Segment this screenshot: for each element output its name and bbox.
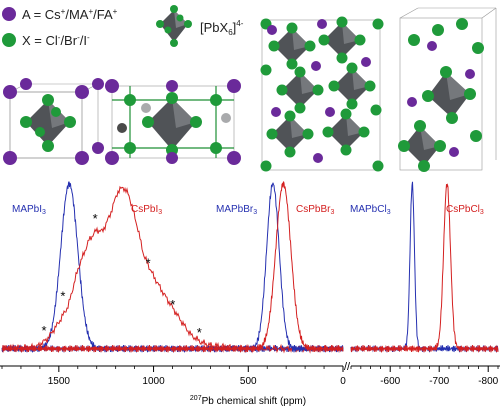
sideband-star-4: * [146,256,151,271]
x-axis-ticks: 1500 1000 500 0 -600 -700 -800 [1,366,499,387]
label-cspbi3: CsPbI3 [131,204,162,216]
a-site-atom-icon [2,7,16,21]
tick-label: -600 [380,376,400,387]
sideband-star-3: * [93,211,98,226]
crystal-structures [3,7,497,172]
sideband-star-6: * [197,325,202,340]
legend: A = Cs+/MA+/FA+ X = Cl-/Br-/I- [PbX6]4- [2,5,244,48]
legend-a-text: A = Cs+/MA+/FA+ [22,7,118,22]
series-labels: MAPbI3 CsPbI3 MAPbBr3 CsPbBr3 MAPbCl3 Cs… [12,204,484,216]
tick-label: -800 [478,376,498,387]
tick-label: -700 [429,376,449,387]
legend-x-text: X = Cl-/Br-/I- [22,33,90,48]
structure-orthorhombic [260,16,384,172]
spectra-traces [1,181,499,354]
sideband-star-2: * [60,289,65,304]
structure-delta [398,7,497,172]
tick-label: 0 [340,376,346,387]
label-mapbbr3: MAPbBr3 [216,204,257,216]
label-cspbbr3: CsPbBr3 [296,204,334,216]
label-mapbi3: MAPbI3 [12,204,46,216]
label-mapbcl3: MAPbCl3 [350,204,391,216]
structure-cubic-bonded [105,79,241,165]
label-cspbcl3: CsPbCl3 [446,204,484,216]
legend-octahedron-text: [PbX6]4- [200,19,244,37]
trace-cspbi3 [1,185,344,354]
tick-label: 500 [240,376,257,387]
trace-cspbcl3 [350,183,499,354]
sideband-star-1: * [41,323,46,338]
legend-a-site: A = Cs+/MA+/FA+ [2,7,118,22]
legend-x-site: X = Cl-/Br-/I- [2,33,90,48]
sideband-star-5: * [170,297,175,312]
spectra-plot: * * * * * * // 1500 1000 500 0 -600 -700 -800 MAPbI… [0,181,500,407]
x-site-atom-icon [2,33,16,47]
axis-break-mark: // [344,361,351,373]
legend-octahedron: [PbX6]4- [156,5,244,47]
tick-label: 1000 [142,376,165,387]
spinning-sideband-markers: * * * * * * [41,211,201,340]
tick-label: 1500 [48,376,71,387]
x-axis-label: 207Pb chemical shift (ppm) [190,395,306,407]
trace-cspbbr3 [1,181,344,353]
structure-cubic [3,78,104,165]
octahedron-icon [156,5,192,47]
